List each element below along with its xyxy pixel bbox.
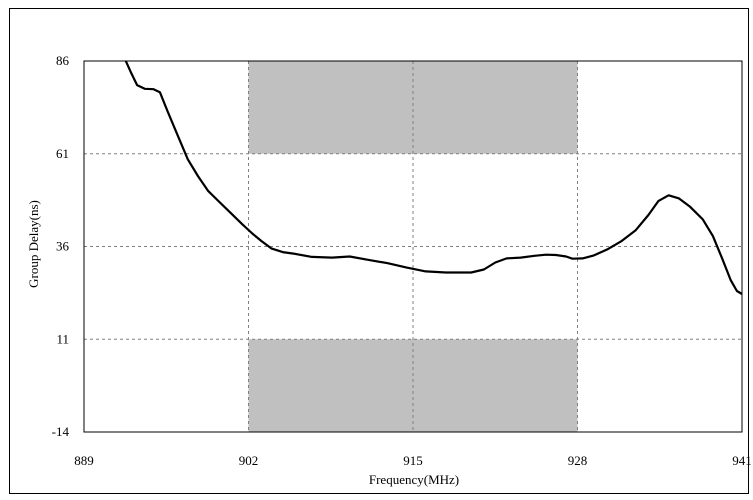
x-axis-title: Frequency(MHz) (369, 472, 459, 487)
y-tick-label: 36 (56, 239, 70, 254)
y-tick-label: 61 (56, 146, 69, 161)
y-axis-title: Group Delay(ns) (26, 200, 41, 288)
shaded-region-1 (248, 61, 578, 154)
x-tick-labels: 889 902 915 928 941 (74, 453, 752, 468)
x-tick-label: 902 (239, 453, 259, 468)
x-tick-label: 915 (403, 453, 423, 468)
x-tick-label: 889 (74, 453, 94, 468)
plot-area-border (83, 60, 743, 433)
y-tick-label: 11 (56, 331, 69, 346)
x-tick-label: 941 (732, 453, 752, 468)
y-tick-label: -14 (52, 424, 70, 439)
x-tick-label: 928 (568, 453, 588, 468)
y-tick-label: 86 (56, 53, 70, 68)
y-tick-labels: 86 61 36 11 -14 (52, 53, 70, 439)
series-line-group-delay (124, 60, 743, 295)
gridlines (84, 61, 742, 432)
